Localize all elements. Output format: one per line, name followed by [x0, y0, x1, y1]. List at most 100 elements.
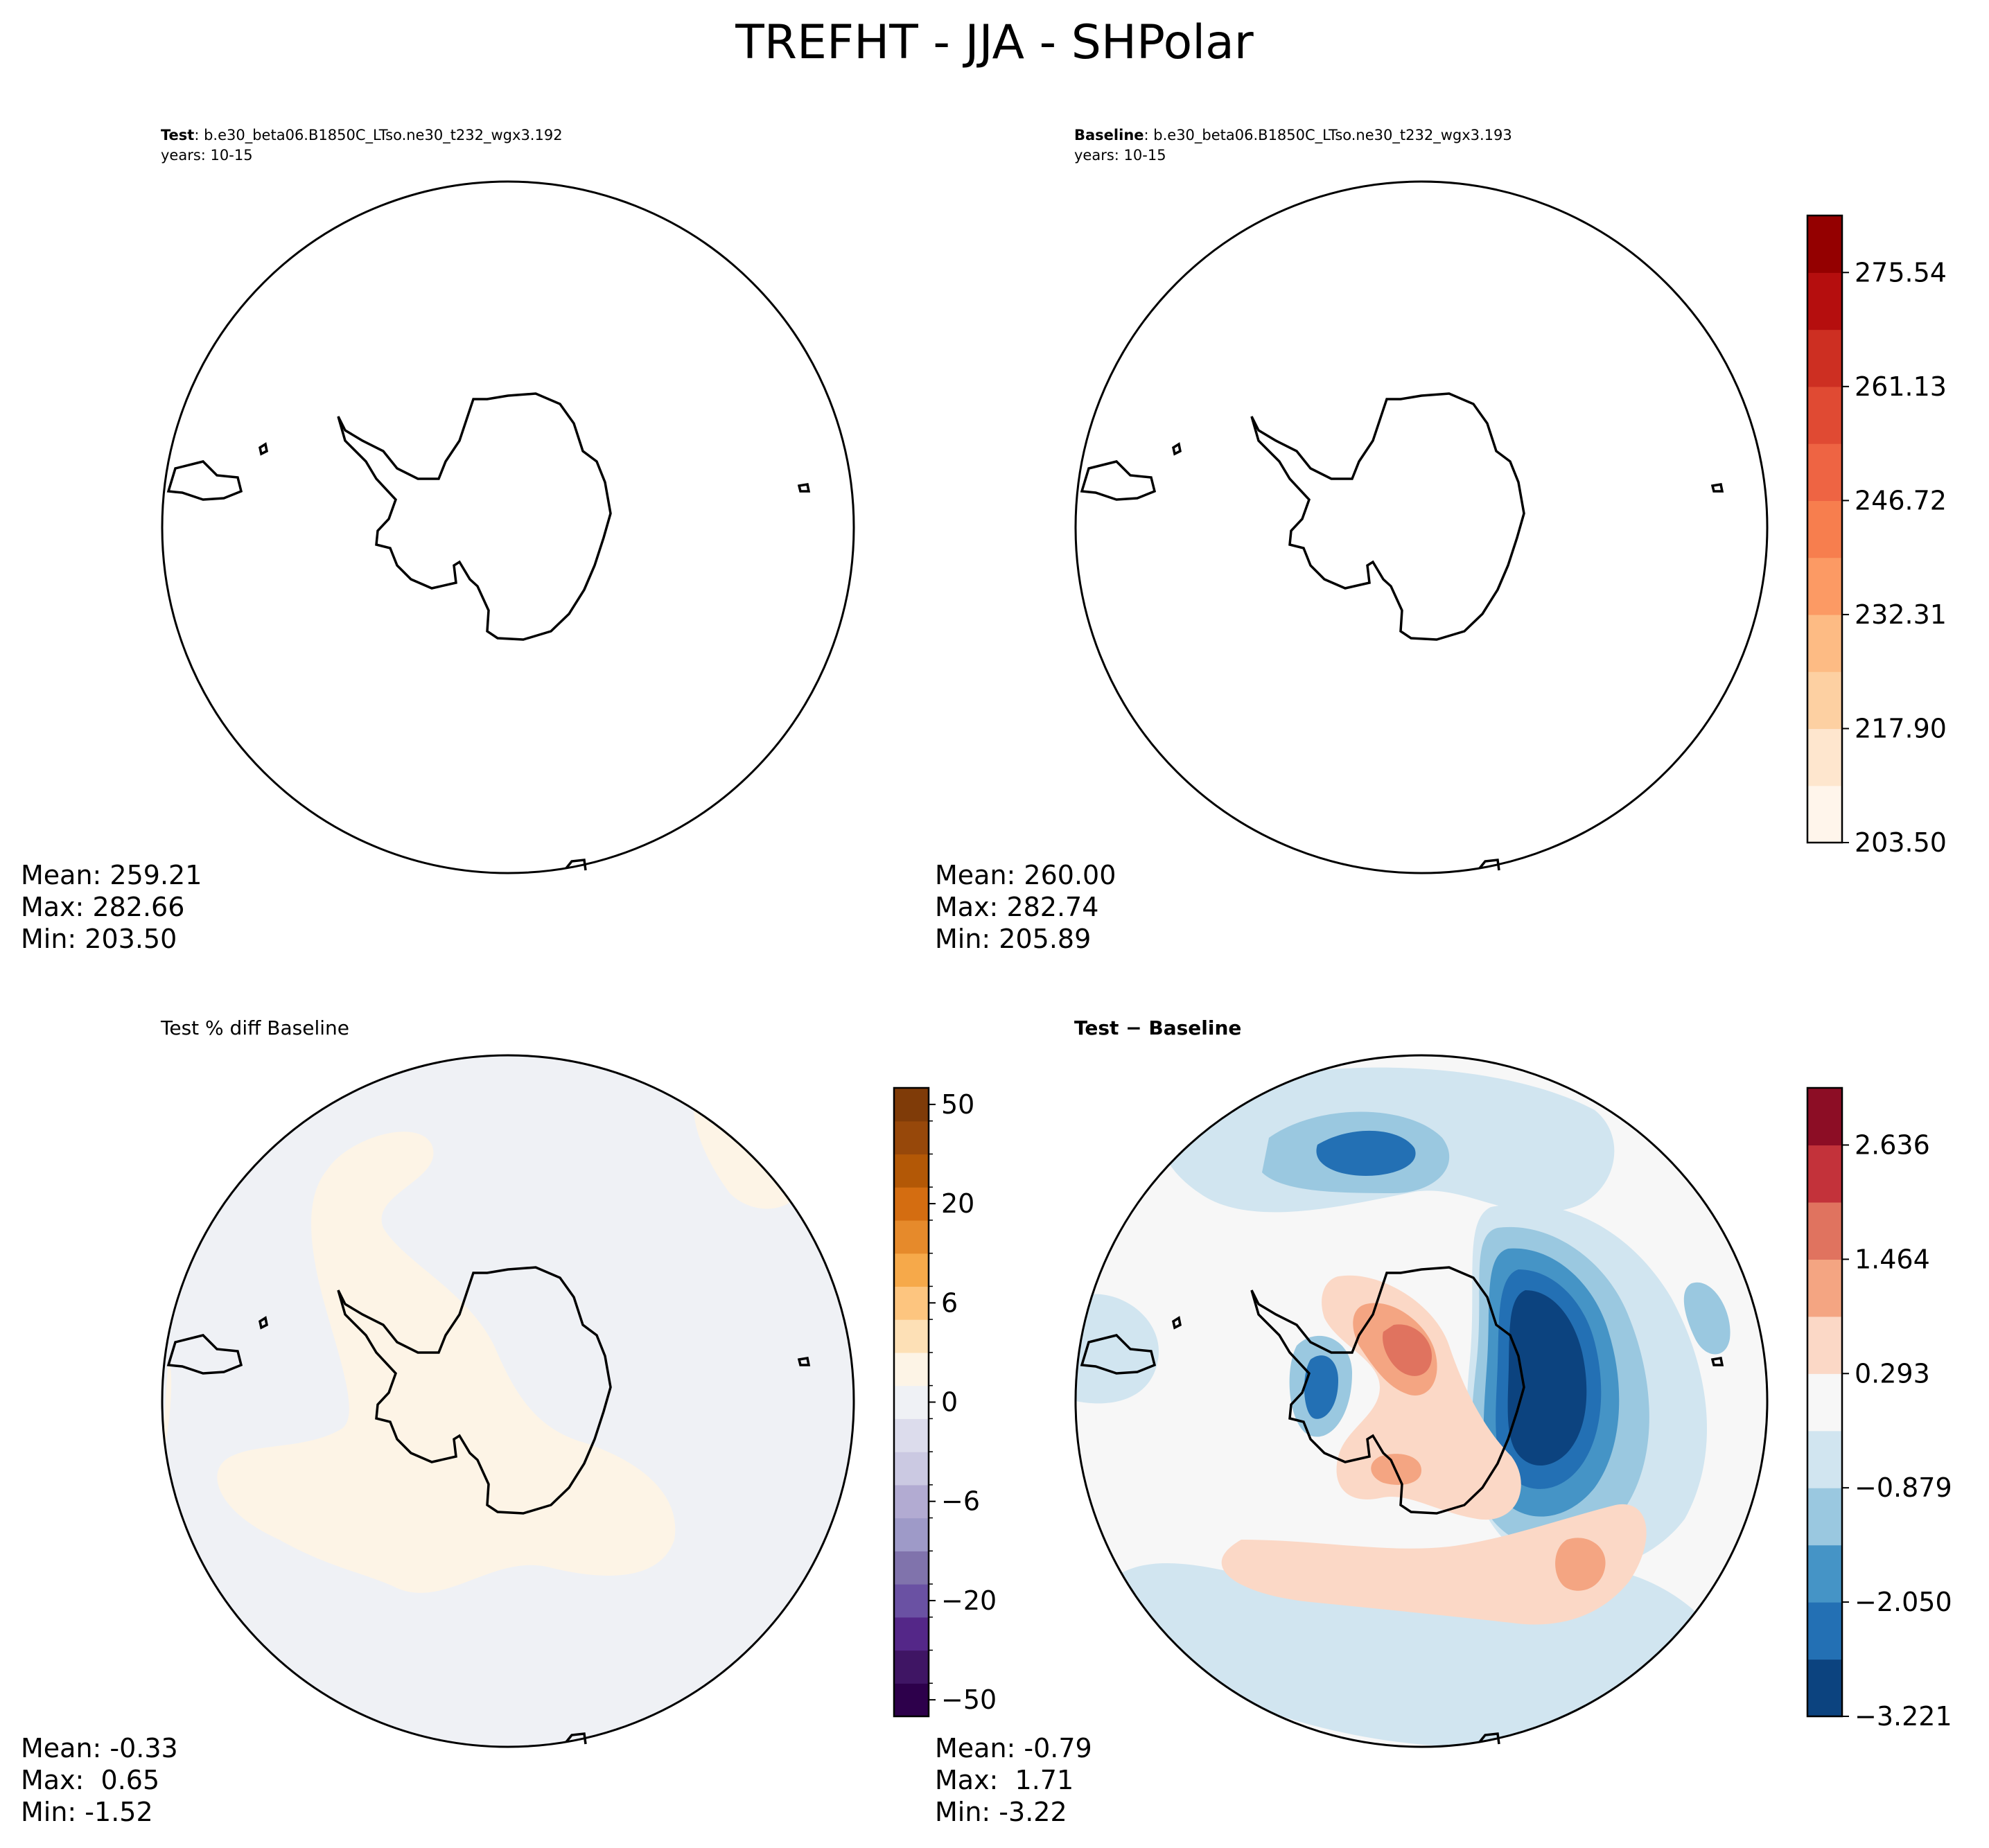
pct-colorbar-swatch: [894, 1418, 929, 1452]
diff-colorbar: −3.221 −2.050 −0.879 0.293 1.464 2.636: [1806, 1086, 1952, 1732]
field-colorbar-swatch: [1807, 215, 1842, 273]
pct-colorbar-swatch: [894, 1551, 929, 1585]
pct-colorbar-swatch: [894, 1617, 929, 1651]
pct-colorbar-swatch: [894, 1683, 929, 1717]
diff-mean: Mean: -0.79: [935, 1733, 1092, 1763]
diff-red-mid-s: [1555, 1538, 1606, 1591]
diff-max: Max: 1.71: [935, 1765, 1074, 1795]
diff-blue-outer-w: [1076, 1294, 1159, 1404]
field-colorbar-swatch: [1807, 614, 1842, 672]
test-map: [161, 180, 855, 874]
pct-positive-region: [217, 1132, 676, 1593]
pct-colorbar-tick-label: −50: [941, 1684, 997, 1715]
baseline-coastlines: [1082, 394, 1722, 870]
field-colorbar-tick-label: 203.50: [1855, 827, 1947, 858]
test-stats: Mean: 259.21 Max: 282.66 Min: 203.50: [21, 859, 202, 955]
diff-colorbar-swatch: [1807, 1488, 1842, 1546]
figure-title: TREFHT - JJA - SHPolar: [735, 15, 1254, 70]
baseline-label: Baseline: [1074, 127, 1144, 143]
test-field-contours: [670, 709, 854, 873]
diff-blue-dark-n: [1316, 1130, 1416, 1176]
baseline-map-boundary: [1074, 180, 1769, 874]
diff-colorbar-tick-label: 0.293: [1855, 1358, 1930, 1389]
test-coastlines: [168, 394, 809, 870]
field-colorbar-swatch: [1807, 272, 1842, 331]
field-colorbar-frame: [1806, 214, 1843, 844]
field-colorbar-swatch: [1807, 329, 1842, 387]
field-colorbar-tick-label: 275.54: [1855, 257, 1947, 288]
test-subtitle: Test: b.e30_beta06.B1850C_LTso.ne30_t232…: [161, 125, 563, 166]
pct-colorbar-swatch: [894, 1187, 929, 1221]
field-colorbar-swatch: [1807, 557, 1842, 615]
pct-colorbar-swatch: [894, 1319, 929, 1353]
pct-diff-min: Min: -1.52: [21, 1797, 153, 1827]
field-colorbar-swatch: [1807, 785, 1842, 843]
diff-colorbar-swatch: [1807, 1373, 1842, 1432]
field-colorbar-tick-label: 261.13: [1855, 371, 1947, 402]
pct-diff-mean: Mean: -0.33: [21, 1733, 178, 1763]
test-label: Test: [161, 127, 195, 143]
diff-blue-dark-w: [1304, 1355, 1338, 1419]
pct-colorbar-swatch: [894, 1352, 929, 1387]
diff-red-dark-w: [1383, 1324, 1432, 1376]
pct-colorbar-swatch: [894, 1517, 929, 1551]
test-map-boundary: [161, 180, 855, 874]
pct-diff-max: Max: 0.65: [21, 1765, 160, 1795]
test-mean: Mean: 259.21: [21, 860, 202, 890]
test-min: Min: 203.50: [21, 924, 177, 954]
pct-colorbar-swatch: [894, 1120, 929, 1155]
baseline-stats: Mean: 260.00 Max: 282.74 Min: 205.89: [935, 859, 1116, 955]
baseline-years: years: 10-15: [1074, 147, 1166, 164]
pct-colorbar-swatch: [894, 1650, 929, 1684]
diff-colorbar-tick-label: −0.879: [1855, 1472, 1952, 1503]
baseline-mean: Mean: 260.00: [935, 860, 1116, 890]
pct-diff-stats: Mean: -0.33 Max: 0.65 Min: -1.52: [21, 1732, 178, 1828]
diff-map: [1074, 1054, 1769, 1748]
pct-diff-map-boundary: [161, 1054, 855, 1748]
diff-colorbar-swatch: [1807, 1088, 1842, 1146]
diff-blue-mid-e: [1683, 1282, 1730, 1355]
field-colorbar-swatch: [1807, 386, 1842, 444]
field-colorbar-swatch: [1807, 728, 1842, 786]
diff-colorbar-swatch: [1807, 1545, 1842, 1603]
diff-colorbar-frame: [1806, 1086, 1843, 1718]
pct-colorbar-swatch: [894, 1253, 929, 1287]
diff-blue-darkest-main: [1507, 1290, 1587, 1466]
field-colorbar-swatch: [1807, 500, 1842, 558]
pct-colorbar-swatch: [894, 1385, 929, 1419]
pct-colorbar-tick-label: 6: [941, 1287, 958, 1318]
field-colorbar-tick-label: 232.31: [1855, 599, 1947, 630]
pct-colorbar-swatch: [894, 1154, 929, 1188]
pct-colorbar-tick-label: −6: [941, 1486, 980, 1517]
test-max: Max: 282.66: [21, 892, 185, 922]
baseline-subtitle: Baseline: b.e30_beta06.B1850C_LTso.ne30_…: [1074, 125, 1512, 166]
diff-red-light-s: [1221, 1504, 1647, 1625]
pct-colorbar-swatch: [894, 1088, 929, 1122]
diff-colorbar-tick-label: 1.464: [1855, 1244, 1930, 1274]
test-case-name: : b.e30_beta06.B1850C_LTso.ne30_t232_wgx…: [194, 127, 563, 143]
baseline-min: Min: 205.89: [935, 924, 1092, 954]
pct-colorbar-tick-label: 20: [941, 1188, 974, 1219]
baseline-field-contours: [1076, 182, 1767, 873]
pct-colorbar-swatch: [894, 1286, 929, 1320]
baseline-contours: [1076, 182, 1767, 873]
pct-colorbar-swatch: [894, 1484, 929, 1519]
diff-stats: Mean: -0.79 Max: 1.71 Min: -3.22: [935, 1732, 1092, 1828]
pct-diff-title: Test % diff Baseline: [161, 1017, 350, 1039]
pct-colorbar-swatch: [894, 1452, 929, 1486]
baseline-max: Max: 282.74: [935, 892, 1099, 922]
diff-colorbar-swatch: [1807, 1659, 1842, 1717]
field-colorbar: 203.50 217.90 232.31 246.72 261.13 275.54: [1806, 214, 1947, 858]
diff-title: Test − Baseline: [1074, 1017, 1242, 1039]
pct-colorbar-tick-label: −20: [941, 1585, 997, 1616]
baseline-map: [1074, 180, 1769, 874]
pct-colorbar-swatch: [894, 1584, 929, 1618]
diff-colorbar-tick-label: −2.050: [1855, 1587, 1952, 1617]
diff-colorbar-tick-label: 2.636: [1855, 1129, 1930, 1160]
test-contours: [670, 709, 854, 873]
pct-diff-map: [161, 1054, 855, 1748]
diff-colorbar-swatch: [1807, 1316, 1842, 1374]
diff-colorbar-swatch: [1807, 1602, 1842, 1660]
pct-colorbar: −50 −20 −6 0 6 20 50: [893, 1086, 997, 1718]
